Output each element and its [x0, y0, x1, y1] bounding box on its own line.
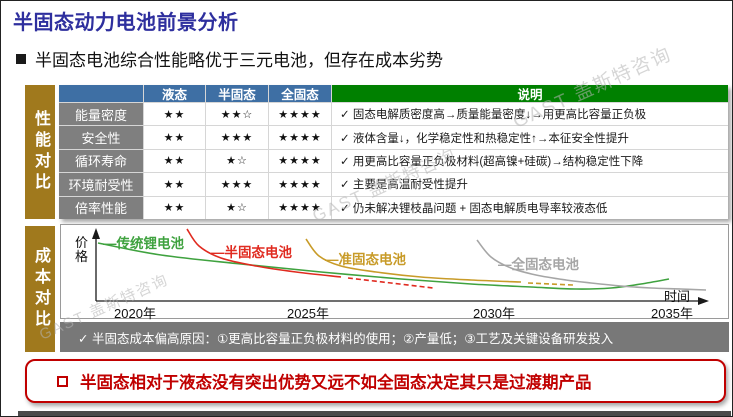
curve-传统锂电池 [97, 242, 670, 290]
footer-bar [18, 411, 731, 416]
x-axis-arrow-icon [698, 297, 709, 305]
cost-trend-chart: 价格 时间 —传统锂电池 —半固态电池 —准固态电池 —全固态电池 2020年 2025年… [60, 224, 729, 321]
curve-准固态电池 [305, 238, 522, 283]
legend-传统锂电池: —传统锂电池 [103, 236, 184, 251]
rating-cell: ★★★★ [269, 173, 331, 196]
legend-半固态电池: —半固态电池 [211, 245, 292, 260]
square-bullet-icon [16, 53, 26, 64]
x-tick-label: 2030年 [473, 306, 515, 321]
rating-cell: ★★★★ [269, 149, 331, 173]
rating-cell: ★★ [144, 103, 205, 126]
curve-半固态电池 [347, 277, 434, 289]
rating-cell: ★★★★ [269, 126, 331, 149]
legend-准固态电池: —准固态电池 [325, 252, 406, 267]
conclusion-text: 半固态相对于液态没有突出优势又远不如全固态决定其只是过渡期产品 [80, 374, 592, 392]
x-tick-label: 2025年 [287, 306, 329, 321]
rating-cell: ★★★ [206, 173, 268, 196]
row-header: 安全性 [59, 126, 143, 149]
key-message: 半固态电池综合性能略优于三元电池，但存在成本劣势 [16, 46, 443, 71]
note-cell: ✓ 液体含量↓，化学稳定性和热稳定性↑→本征安全性提升 [332, 126, 728, 149]
row-header: 循环寿命 [59, 149, 143, 173]
hollow-square-bullet-icon [57, 375, 68, 387]
column-header-all-solid: 全固态 [269, 85, 331, 102]
chart-y-axis-label: 价格 [74, 235, 88, 264]
legend-全固态电池: —全固态电池 [498, 257, 579, 272]
rating-cell: ★★★ [206, 126, 268, 149]
row-header: 能量密度 [59, 103, 143, 126]
y-axis-arrow-icon [92, 228, 100, 239]
performance-section-label: 性能对比 [25, 85, 55, 219]
page-title: 半固态动力电池前景分析 [13, 12, 239, 34]
curve-准固态电池 [527, 282, 574, 286]
rating-cell: ★☆ [206, 196, 268, 219]
rating-cell: ★★ [144, 149, 205, 173]
conclusion-box: 半固态相对于液态没有突出优势又远不如全固态决定其只是过渡期产品 [25, 359, 726, 403]
column-header-notes: 说明 [332, 85, 728, 102]
cost-section-label: 成本对比 [25, 226, 55, 352]
note-cell: ✓ 仍未解决锂枝晶问题 + 固态电解质电导率较液态低 [332, 196, 728, 219]
cost-reason-note: ✓ 半固态成本偏高原因：①更高比容量正负极材料的使用；②产量低；③工艺及关键设备… [60, 322, 729, 352]
rating-cell: ★★☆ [206, 103, 268, 126]
cost-chart-svg [92, 228, 709, 305]
note-cell: ✓ 用更高比容量正负极材料(超高镍+硅碳)→结构稳定性下降 [332, 149, 728, 173]
row-header: 环境耐受性 [59, 173, 143, 196]
row-header: 倍率性能 [59, 196, 143, 219]
curve-半固态电池 [186, 228, 342, 278]
note-cell: ✓ 固态电解质密度高→质量能量密度↓→用更高比容量正负极 [332, 103, 728, 126]
rating-cell: ★★ [144, 126, 205, 149]
rating-cell: ★★ [144, 173, 205, 196]
rating-cell: ★☆ [206, 149, 268, 173]
x-tick-label: 2020年 [114, 306, 156, 321]
curve-全固态电池 [476, 239, 707, 291]
rating-cell: ★★ [144, 196, 205, 219]
rating-cell: ★★★★ [269, 196, 331, 219]
performance-table: 液态 半固态 全固态 说明 能量密度 ★★ ★★☆ ★★★★ ✓ 固态电解质密度… [59, 85, 728, 219]
x-tick-label: 2035年 [651, 306, 693, 321]
rating-cell: ★★★★ [269, 103, 331, 126]
chart-x-axis-label: 时间 [664, 289, 691, 304]
key-message-text: 半固态电池综合性能略优于三元电池，但存在成本劣势 [35, 51, 443, 70]
column-header-liquid: 液态 [144, 85, 205, 102]
table-corner-cell [59, 85, 143, 102]
column-header-semi-solid: 半固态 [206, 85, 268, 102]
note-cell: ✓ 主要是高温耐受性提升 [332, 173, 728, 196]
